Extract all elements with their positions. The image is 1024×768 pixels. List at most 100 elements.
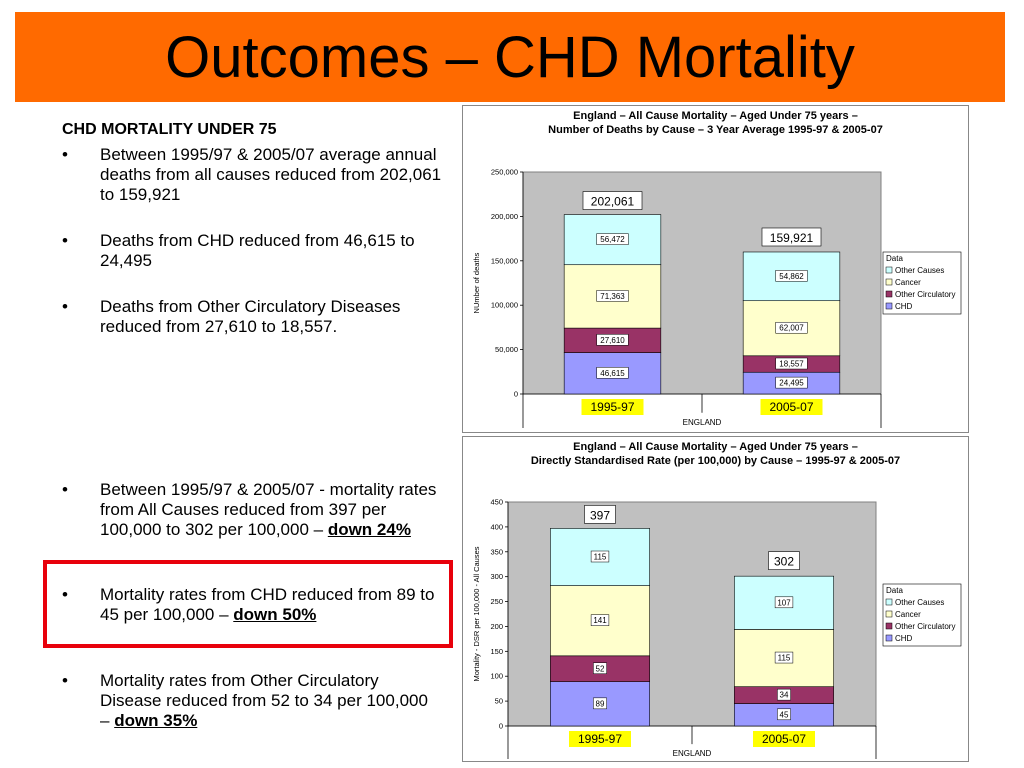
bullet-text-body: Between 1995/97 & 2005/07 average annual… [100,145,442,204]
y-tick-label: 150 [490,647,503,656]
bullet-text-body: Between 1995/97 & 2005/07 - mortality ra… [100,480,437,539]
legend-swatch [885,278,893,286]
legend-title: Data [886,254,903,263]
data-label-box [590,550,610,563]
total-label-box [768,551,800,570]
data-label: 115 [778,654,791,663]
y-tick-label: 50 [495,697,503,706]
legend [882,251,962,315]
y-tick-label: 250,000 [491,168,518,177]
legend-swatch [885,290,893,298]
category-highlight [581,399,644,415]
data-label: 56,472 [600,235,625,244]
chart-title-line2: Number of Deaths by Cause – 3 Year Avera… [548,124,883,136]
y-tick-label: 100,000 [491,301,518,310]
total-label: 302 [774,555,794,569]
y-tick-label: 250 [490,597,503,606]
bullet-item: • Mortality rates from Other Circulatory … [62,671,442,731]
data-label: 24,495 [779,379,804,388]
data-label: 54,862 [779,272,804,281]
data-label: 52 [596,664,605,673]
data-label-box [775,376,808,389]
chart-title-line2: Directly Standardised Rate (per 100,000)… [531,455,900,467]
bullet-text: Deaths from CHD reduced from 46,615 to 2… [100,231,442,271]
legend-swatch [885,634,893,642]
data-label-box [774,596,794,609]
total-label: 397 [590,508,610,522]
category-highlight [569,731,631,747]
legend-entry: CHD [895,302,913,311]
bullet-text-body: Deaths from CHD reduced from 46,615 to 2… [100,231,415,270]
y-tick-label: 150,000 [491,256,518,265]
rate-chart-panel: England – All Cause Mortality – Aged Und… [462,436,969,762]
data-label: 115 [594,553,607,562]
legend-swatch [885,266,893,274]
bar-segment [742,300,841,357]
data-label: 18,557 [779,360,804,369]
slide-title: Outcomes – CHD Mortality [165,25,855,90]
data-label: 107 [777,598,791,607]
category-label: 2005-07 [762,732,806,746]
bullet-text: Between 1995/97 & 2005/07 average annual… [100,145,442,205]
bullet-emphasis: down 24% [327,520,411,539]
data-label-box [596,233,629,245]
bullet-text: Deaths from Other Circulatory Diseases r… [100,297,442,337]
y-tick-label: 50,000 [495,345,518,354]
data-label: 89 [596,699,605,708]
bullet-emphasis: down 35% [114,711,198,730]
total-label-box [761,227,822,247]
stacked-bar-chart: England – All Cause Mortality – Aged Und… [472,110,962,428]
y-tick-label: 200,000 [491,212,518,221]
category-label: 1995-97 [590,400,634,414]
bullet-text: Between 1995/97 & 2005/07 - mortality ra… [100,480,442,540]
bullet-dot: • [62,480,68,499]
y-tick-label: 400 [490,522,503,531]
bullet-dot: • [62,231,68,250]
total-label: 159,921 [770,231,814,245]
y-tick-label: 0 [499,722,503,731]
chart-title-line1: England – All Cause Mortality – Aged Und… [573,110,858,122]
legend-swatch [885,610,893,618]
data-label-box [596,334,629,346]
highlight-box [43,560,453,648]
bullet-dot: • [62,145,68,164]
legend-swatch [885,598,893,606]
category-highlight [753,731,815,747]
bullet-item: • Deaths from CHD reduced from 46,615 to … [62,231,442,271]
data-label: 141 [593,616,607,625]
data-label-box [774,651,794,664]
legend-swatch [885,302,893,310]
bullet-text-body: Deaths from Other Circulatory Diseases r… [100,297,401,336]
category-highlight [760,399,823,415]
bullet-text: Mortality rates from CHD reduced from 89… [100,585,442,625]
legend-entry: Cancer [895,278,921,287]
bullet-emphasis: down 50% [233,605,317,624]
data-label-box [777,708,791,721]
data-label-box [593,662,607,675]
total-label-box [584,505,616,524]
data-label: 45 [780,710,789,719]
legend-entry: Other Circulatory [895,290,955,299]
chart-title-line1: England – All Cause Mortality – Aged Und… [573,441,858,453]
data-label-box [593,697,607,710]
total-label-box [582,191,643,210]
data-label-box [596,290,629,302]
data-label-box [590,614,610,626]
category-label: 2005-07 [769,400,813,414]
legend-entry: Other Circulatory [895,622,955,631]
legend-entry: Cancer [895,610,921,619]
y-tick-label: 100 [490,672,503,681]
legend-swatch [885,622,893,630]
legend-title: Data [886,586,903,595]
deaths-chart-panel: England – All Cause Mortality – Aged Und… [462,105,969,433]
data-label: 62,007 [779,324,804,333]
y-tick-label: 350 [490,547,503,556]
bullet-text-body: Mortality rates from CHD reduced from 89… [100,585,435,624]
data-label-box [775,357,808,370]
data-label: 71,363 [600,292,625,301]
bullet-dot: • [62,585,68,604]
section-heading: CHD MORTALITY UNDER 75 [62,121,277,138]
y-axis-label: NUmber of deaths [472,252,481,313]
data-label: 34 [780,691,789,700]
bullet-item: • Between 1995/97 & 2005/07 average annua… [62,145,442,205]
